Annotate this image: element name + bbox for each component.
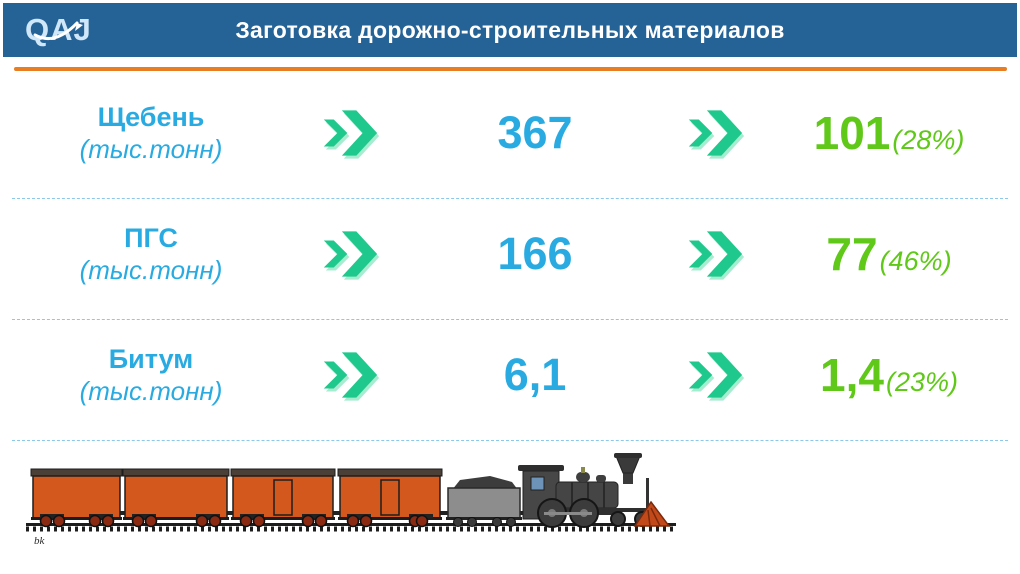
chevron-cell (290, 107, 410, 159)
orange-divider (14, 67, 1007, 71)
page-title: Заготовка дорожно-строительных материало… (235, 16, 785, 43)
signature-mark: bk (34, 535, 46, 547)
total-value: 6,1 (503, 349, 567, 400)
freight-train-icon: bk (26, 453, 676, 547)
tender (446, 476, 522, 527)
shipped-percent: (28%) (892, 125, 965, 155)
shipped-value: 1,4 (820, 349, 884, 401)
steam-locomotive (518, 453, 671, 528)
header-bar: QAJ Заготовка дорожно-строительных матер… (3, 3, 1017, 57)
row-label: Щебень (тыс.тонн) (12, 102, 290, 165)
chevron-cell (290, 228, 410, 280)
chevron-cell (290, 349, 410, 401)
result-cell: 101 (28%) (770, 110, 1008, 156)
double-chevron-icon (323, 110, 378, 156)
row-label: Битум (тыс.тонн) (12, 344, 290, 407)
result-cell: 1,4 (23%) (770, 352, 1008, 398)
data-table: Щебень (тыс.тонн) 367 (0, 78, 1020, 441)
double-chevron-icon (323, 352, 378, 398)
total-value: 367 (497, 107, 573, 158)
total-value: 166 (497, 228, 573, 279)
shipped-value: 77 (826, 228, 878, 280)
material-name: ПГС (124, 222, 178, 253)
shipped-percent: (46%) (879, 246, 952, 276)
double-chevron-icon (688, 352, 743, 398)
table-row-shcheben: Щебень (тыс.тонн) 367 (12, 78, 1008, 199)
chevron-cell (660, 349, 770, 401)
result-cell: 77 (46%) (770, 231, 1008, 277)
shipped-value: 101 (813, 107, 891, 159)
boxcar (122, 468, 230, 528)
material-name: Битум (108, 343, 194, 374)
chevron-cell (660, 228, 770, 280)
shipped-percent: (23%) (885, 367, 958, 397)
chevron-cell (660, 107, 770, 159)
freight-train-illustration: bk (20, 452, 680, 552)
material-unit: (тыс.тонн) (79, 133, 223, 164)
double-chevron-icon (323, 231, 378, 277)
double-chevron-icon (688, 110, 743, 156)
table-row-bitum: Битум (тыс.тонн) 6,1 (12, 320, 1008, 441)
row-label: ПГС (тыс.тонн) (12, 223, 290, 286)
material-name: Щебень (97, 101, 205, 132)
double-chevron-icon (688, 231, 743, 277)
material-unit: (тыс.тонн) (79, 254, 223, 285)
boxcar (30, 468, 123, 528)
boxcar-with-door (337, 468, 443, 528)
material-unit: (тыс.тонн) (79, 375, 223, 406)
boxcar-with-door (230, 468, 336, 528)
table-row-pgs: ПГС (тыс.тонн) 166 (12, 199, 1008, 320)
